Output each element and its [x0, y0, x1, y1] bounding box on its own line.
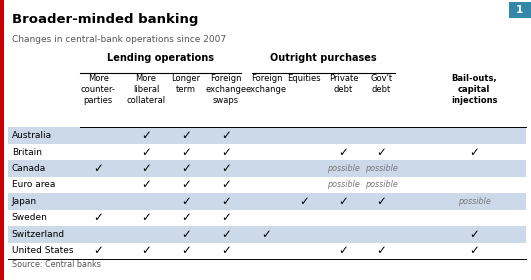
Text: Britain: Britain	[12, 148, 41, 157]
Text: ✓: ✓	[141, 162, 151, 175]
Text: ✓: ✓	[181, 129, 191, 142]
Bar	[8, 193, 526, 210]
Text: ✓: ✓	[376, 195, 386, 208]
Text: Sweden: Sweden	[12, 213, 48, 222]
Text: Private
debt: Private debt	[329, 74, 358, 94]
Text: ✓: ✓	[299, 195, 309, 208]
Text: ✓: ✓	[221, 211, 230, 224]
Text: ✓: ✓	[181, 162, 191, 175]
Text: Foreign
exchange: Foreign exchange	[246, 74, 287, 94]
Text: ✓: ✓	[469, 228, 479, 241]
Text: Equities: Equities	[287, 74, 321, 83]
Text: ✓: ✓	[221, 228, 230, 241]
Text: Outright purchases: Outright purchases	[270, 53, 376, 63]
Text: United States: United States	[12, 246, 73, 255]
Text: possible: possible	[365, 181, 398, 190]
Text: ✓: ✓	[469, 244, 479, 257]
Text: ✓: ✓	[181, 178, 191, 192]
Text: ✓: ✓	[141, 146, 151, 158]
Text: ✓: ✓	[141, 211, 151, 224]
Text: Longer
term: Longer term	[172, 74, 200, 94]
Text: ✓: ✓	[93, 211, 103, 224]
Text: Bail-outs,
capital
injections: Bail-outs, capital injections	[451, 74, 498, 105]
Text: 1: 1	[516, 5, 524, 15]
Text: Switzerland: Switzerland	[12, 230, 65, 239]
Text: ✓: ✓	[93, 162, 103, 175]
FancyBboxPatch shape	[509, 2, 531, 18]
Text: ✓: ✓	[221, 162, 230, 175]
Bar	[8, 160, 526, 177]
Bar	[8, 226, 526, 242]
Text: ✓: ✓	[181, 244, 191, 257]
Text: ✓: ✓	[262, 228, 271, 241]
Text: possible: possible	[327, 181, 360, 190]
Text: Lending operations: Lending operations	[107, 53, 213, 63]
Text: ✓: ✓	[181, 146, 191, 158]
Text: ✓: ✓	[469, 146, 479, 158]
Text: ✓: ✓	[181, 211, 191, 224]
Text: ✓: ✓	[221, 178, 230, 192]
Text: possible: possible	[365, 164, 398, 173]
Text: Source: Central banks: Source: Central banks	[12, 260, 100, 269]
Text: ✓: ✓	[339, 244, 348, 257]
Text: ✓: ✓	[339, 146, 348, 158]
Text: Changes in central-bank operations since 2007: Changes in central-bank operations since…	[12, 35, 226, 44]
Text: ✓: ✓	[93, 244, 103, 257]
Text: Foreign
exchange
swaps: Foreign exchange swaps	[205, 74, 246, 105]
Text: More
liberal
collateral: More liberal collateral	[126, 74, 166, 105]
Text: Canada: Canada	[12, 164, 46, 173]
Bar	[0, 0, 4, 280]
Text: Euro area: Euro area	[12, 181, 55, 190]
Text: ✓: ✓	[181, 228, 191, 241]
Text: ✓: ✓	[221, 146, 230, 158]
Text: ✓: ✓	[141, 178, 151, 192]
Text: More
counter-
parties: More counter- parties	[81, 74, 116, 105]
Bar	[8, 127, 526, 144]
Text: possible: possible	[458, 197, 491, 206]
Text: ✓: ✓	[376, 146, 386, 158]
Text: Gov't
debt: Gov't debt	[370, 74, 392, 94]
Text: ✓: ✓	[339, 195, 348, 208]
Text: ✓: ✓	[141, 244, 151, 257]
Text: ✓: ✓	[221, 244, 230, 257]
Text: ✓: ✓	[376, 244, 386, 257]
Text: Australia: Australia	[12, 131, 52, 140]
Text: ✓: ✓	[181, 195, 191, 208]
Text: Broader-minded banking: Broader-minded banking	[12, 13, 198, 25]
Text: Japan: Japan	[12, 197, 37, 206]
Text: ✓: ✓	[221, 129, 230, 142]
Text: ✓: ✓	[141, 129, 151, 142]
Text: possible: possible	[327, 164, 360, 173]
Text: ✓: ✓	[221, 195, 230, 208]
